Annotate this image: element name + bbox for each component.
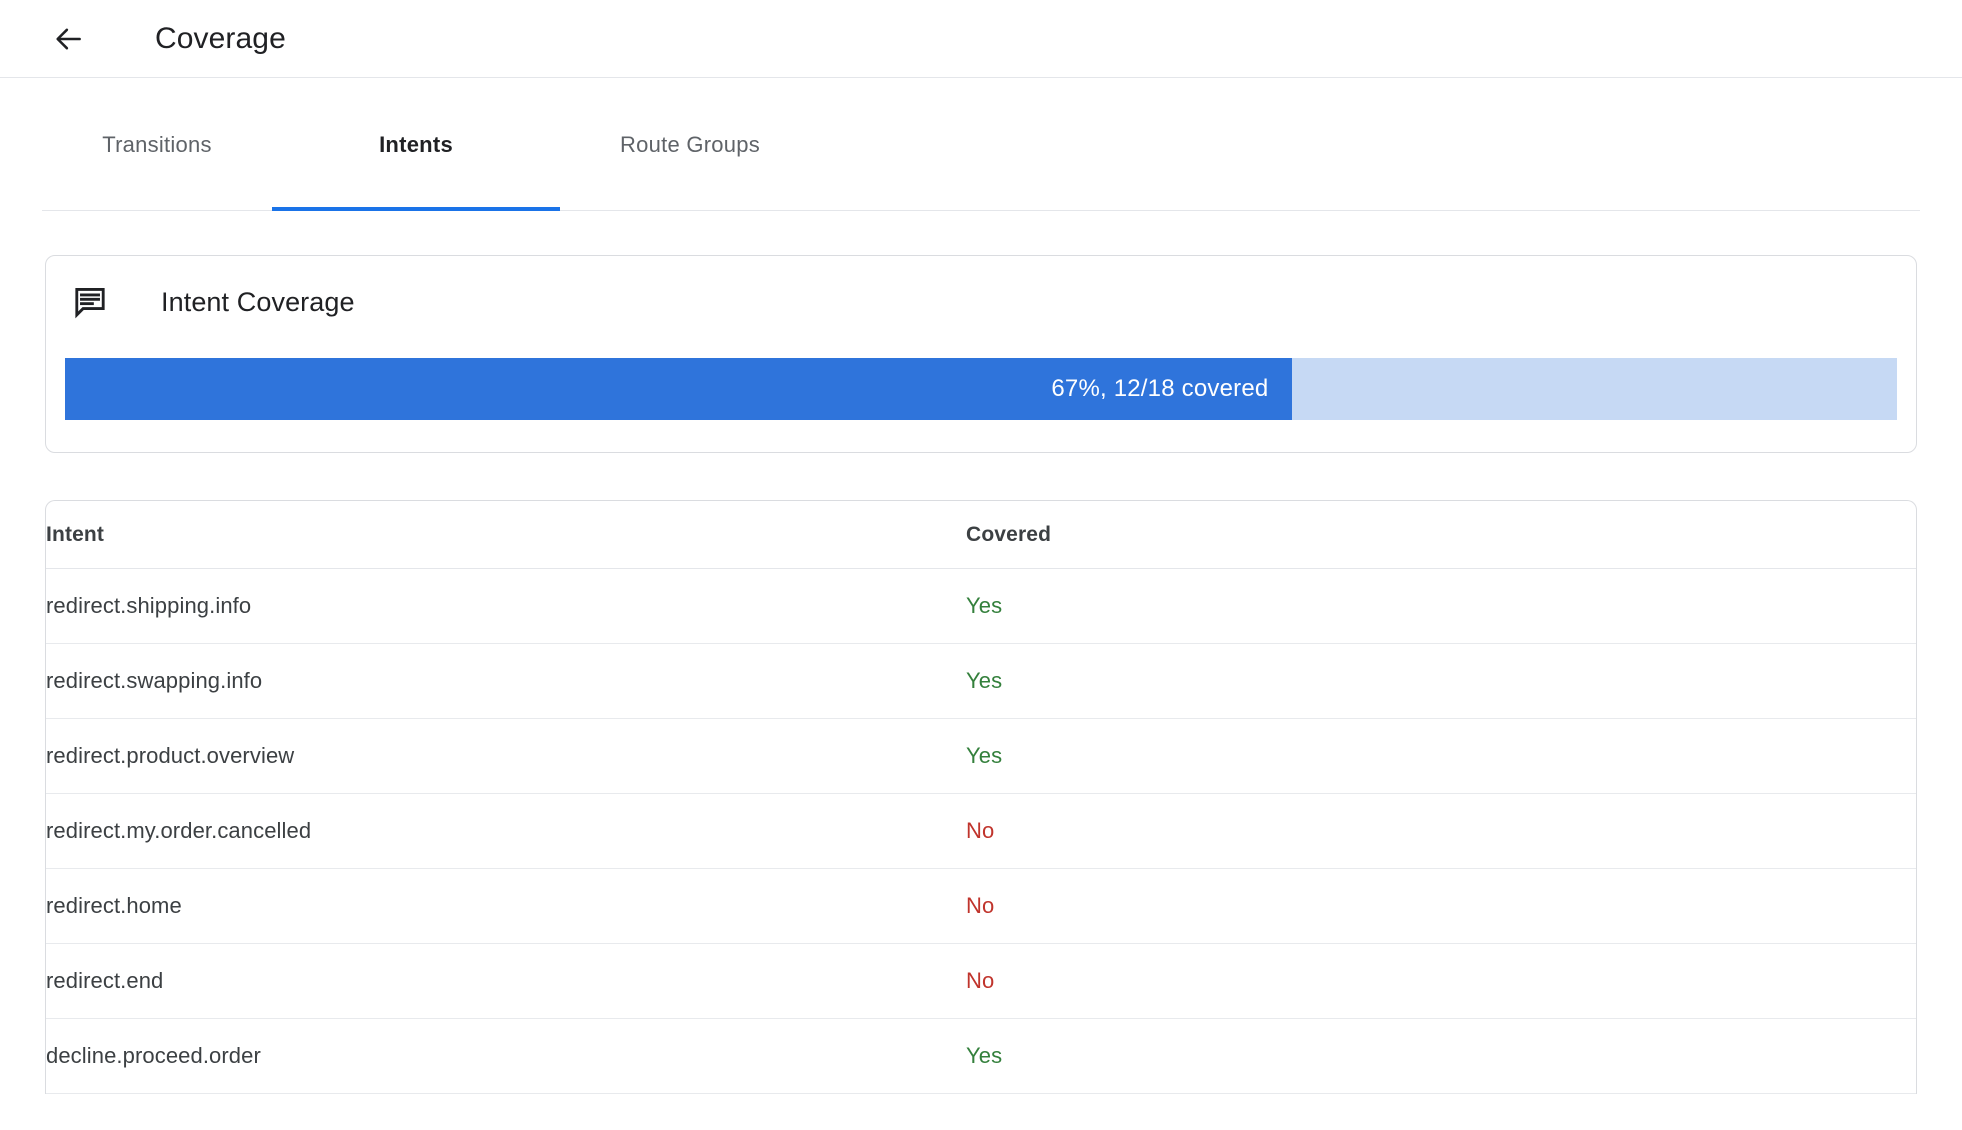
intent-coverage-card: Intent Coverage 67%, 12/18 covered [45, 255, 1917, 453]
back-button[interactable] [46, 16, 92, 62]
table-row[interactable]: redirect.product.overview Yes [46, 718, 1916, 794]
column-header-covered: Covered [966, 501, 1916, 569]
cell-intent-name: redirect.shipping.info [46, 568, 966, 644]
cell-covered-status: No [966, 943, 1916, 1019]
column-header-intent: Intent [46, 501, 966, 569]
table-row[interactable]: redirect.home No [46, 868, 1916, 944]
table-row[interactable]: redirect.end No [46, 943, 1916, 1019]
tab-route-groups[interactable]: Route Groups [560, 78, 820, 211]
table-row[interactable]: redirect.shipping.info Yes [46, 568, 1916, 644]
table-row[interactable]: decline.proceed.order Yes [46, 1018, 1916, 1094]
table-body: redirect.shipping.info Yes redirect.swappi… [46, 568, 1916, 1094]
table-row[interactable]: redirect.my.order.cancelled No [46, 793, 1916, 869]
tab-intents[interactable]: Intents [272, 78, 560, 211]
page-title: Coverage [155, 21, 286, 55]
table-row[interactable]: redirect.swapping.info Yes [46, 643, 1916, 719]
cell-intent-name: redirect.home [46, 868, 966, 944]
tab-bar: Transitions Intents Route Groups [0, 78, 1962, 211]
tab-transitions[interactable]: Transitions [42, 78, 272, 211]
coverage-progress-label: 67%, 12/18 covered [1051, 375, 1269, 402]
cell-intent-name: redirect.my.order.cancelled [46, 793, 966, 869]
cell-covered-status: Yes [966, 1018, 1916, 1094]
coverage-progress-fill: 67%, 12/18 covered [65, 358, 1293, 420]
cell-covered-status: No [966, 868, 1916, 944]
intent-coverage-title: Intent Coverage [161, 286, 355, 317]
tab-transitions-label: Transitions [102, 131, 212, 157]
intents-table-card: Intent Covered redirect.shipping.info Yes… [45, 500, 1917, 1094]
tab-intents-label: Intents [379, 131, 453, 157]
cell-intent-name: redirect.product.overview [46, 718, 966, 794]
tab-route-groups-label: Route Groups [620, 131, 760, 157]
cell-intent-name: redirect.swapping.info [46, 643, 966, 719]
table-header-row: Intent Covered [46, 501, 1916, 569]
cell-covered-status: No [966, 793, 1916, 869]
cell-covered-status: Yes [966, 643, 1916, 719]
arrow-left-icon [52, 22, 86, 56]
intent-coverage-card-header: Intent Coverage [46, 256, 1916, 320]
cell-covered-status: Yes [966, 568, 1916, 644]
content-area: Intent Coverage 67%, 12/18 covered Inten… [0, 255, 1962, 1094]
coverage-progress-bar: 67%, 12/18 covered [65, 358, 1897, 420]
cell-covered-status: Yes [966, 718, 1916, 794]
intents-table: Intent Covered redirect.shipping.info Yes… [46, 501, 1916, 1094]
chat-message-icon [72, 284, 108, 320]
cell-intent-name: redirect.end [46, 943, 966, 1019]
table-head: Intent Covered [46, 501, 1916, 569]
cell-intent-name: decline.proceed.order [46, 1018, 966, 1094]
app-bar: Coverage [0, 0, 1962, 78]
